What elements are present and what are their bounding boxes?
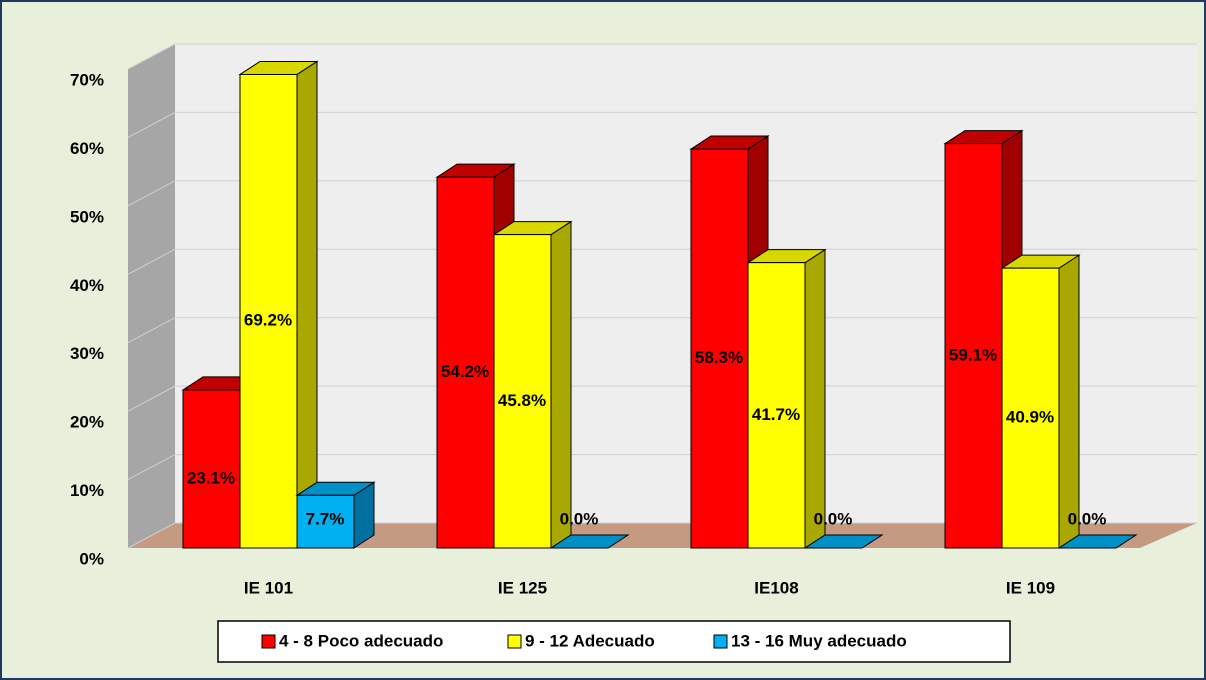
y-tick-label: 40% xyxy=(70,276,104,295)
x-tick-label: IE 109 xyxy=(1006,578,1055,597)
data-label: 41.7% xyxy=(752,405,800,424)
bar-side xyxy=(804,248,826,549)
data-label: 40.9% xyxy=(1006,408,1054,427)
data-label: 69.2% xyxy=(244,311,292,330)
y-tick-label: 20% xyxy=(70,413,104,432)
x-tick-label: IE 125 xyxy=(498,578,547,597)
data-label: 45.8% xyxy=(498,391,546,410)
y-tick-label: 10% xyxy=(70,481,104,500)
bar-top xyxy=(1057,534,1138,549)
bar xyxy=(747,262,806,549)
data-label: 7.7% xyxy=(306,509,345,528)
x-tick-label: IE108 xyxy=(754,578,798,597)
data-label: 58.3% xyxy=(695,348,743,367)
legend-label: 9 - 12 Adecuado xyxy=(525,631,655,650)
grid-line xyxy=(127,522,1197,549)
data-label: 0.0% xyxy=(560,509,599,528)
bar-side xyxy=(550,220,572,549)
grid-line xyxy=(127,111,1197,138)
legend-label: 4 - 8 Poco adecuado xyxy=(279,631,443,650)
bar-side xyxy=(296,60,318,549)
y-tick-label: 30% xyxy=(70,344,104,363)
bar xyxy=(493,234,552,549)
legend-swatch xyxy=(261,634,276,649)
x-tick-label: IE 101 xyxy=(244,578,293,597)
grid-line xyxy=(127,317,1197,344)
legend-swatch xyxy=(507,634,522,649)
data-label: 54.2% xyxy=(441,362,489,381)
back-wall xyxy=(175,44,1197,523)
legend-box xyxy=(217,620,1011,663)
bar xyxy=(1001,267,1060,549)
bar xyxy=(296,494,355,549)
y-tick-label: 0% xyxy=(79,549,104,568)
y-tick-label: 50% xyxy=(70,207,104,226)
grid-line xyxy=(127,385,1197,412)
bar xyxy=(944,143,1003,549)
grid-line xyxy=(127,43,1197,70)
legend-label: 13 - 16 Muy adecuado xyxy=(731,631,907,650)
floor xyxy=(128,523,1197,548)
y-tick-label: 60% xyxy=(70,139,104,158)
bar-top xyxy=(549,534,630,549)
grid-line xyxy=(127,180,1197,207)
data-label: 23.1% xyxy=(187,468,235,487)
grid-line xyxy=(127,454,1197,481)
bar-top xyxy=(803,534,884,549)
grid-line xyxy=(127,248,1197,275)
bar-side xyxy=(1058,254,1080,549)
data-label: 0.0% xyxy=(814,509,853,528)
bar xyxy=(690,148,749,549)
data-label: 0.0% xyxy=(1068,509,1107,528)
side-wall xyxy=(128,44,175,548)
bar xyxy=(436,176,495,549)
y-tick-label: 70% xyxy=(70,70,104,89)
data-label: 59.1% xyxy=(949,345,997,364)
bar xyxy=(239,73,298,549)
legend-swatch xyxy=(713,634,728,649)
